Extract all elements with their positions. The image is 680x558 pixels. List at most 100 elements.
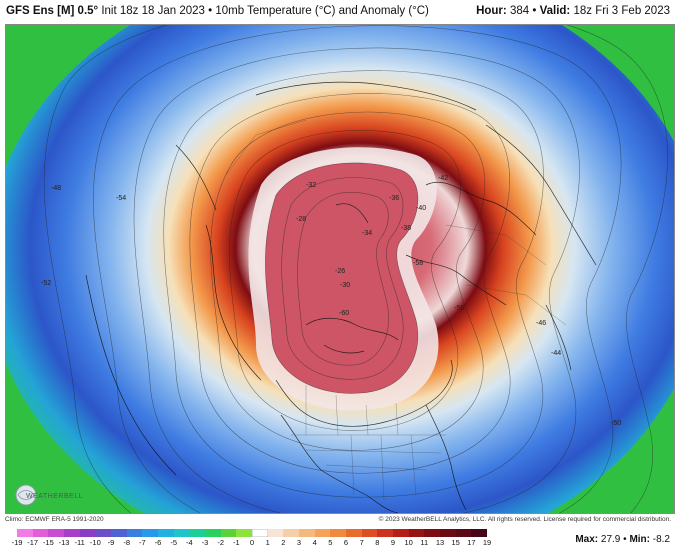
max-label: Max:: [575, 534, 599, 545]
colorbar-label: 5: [328, 538, 333, 547]
colorbar-label: 1: [265, 538, 270, 547]
valid-value: 18z Fri 3 Feb 2023: [573, 5, 670, 17]
colorbar-label: 4: [312, 538, 317, 547]
colorbar-cell: [252, 529, 269, 537]
colorbar-label: 7: [359, 538, 364, 547]
contour-label-54: -54: [116, 195, 126, 202]
colorbar-label: -17: [27, 538, 39, 547]
colorbar-cell: [440, 529, 457, 537]
title-right-separator: •: [532, 5, 537, 17]
colorbar-label: -4: [185, 538, 193, 547]
colorbar-cell: [424, 529, 441, 537]
colorbar-cell: [111, 529, 128, 537]
colorbar-cell: [142, 529, 159, 537]
contour-label-40: -40: [416, 205, 426, 212]
colorbar-cell: [126, 529, 143, 537]
borders: [225, 119, 567, 501]
contour-label-46: -46: [536, 320, 546, 327]
model-name: GFS Ens [M] 0.5°: [6, 5, 99, 17]
colorbar-label: -9: [107, 538, 115, 547]
colorbar-cell: [299, 529, 316, 537]
max-value: 27.9: [600, 534, 621, 545]
valid-label: Valid:: [539, 5, 571, 17]
colorbar-label: 3: [296, 538, 302, 547]
colorbar-label: 11: [420, 538, 429, 547]
contour-label-60: -60: [339, 310, 349, 317]
colorbar-cell: [393, 529, 410, 537]
colorbar-label: 15: [451, 538, 460, 547]
colorbar-label: -1: [232, 538, 240, 547]
hour-label: Hour:: [476, 5, 507, 17]
cold-core: [265, 162, 418, 394]
colorbar-cell: [64, 529, 81, 537]
colorbar-cell: [455, 529, 472, 537]
contour-label-58: -58: [413, 260, 423, 267]
colorbar-label: 0: [249, 538, 255, 547]
colorbar-label: 17: [467, 538, 476, 547]
contour-label-38: -38: [401, 225, 411, 232]
contour-label-44: -44: [551, 350, 561, 357]
colorbar-cell: [408, 529, 425, 537]
colorbar-cell: [361, 529, 378, 537]
colorbar-label: -19: [11, 538, 23, 547]
product-name: 10mb Temperature (°C) and Anomaly (°C): [215, 5, 429, 17]
copyright-text: © 2023 WeatherBELL Analytics, LLC. All r…: [378, 516, 671, 523]
colorbar-label: -3: [201, 538, 209, 547]
colorbar-cell: [471, 529, 488, 537]
contour-label-36: -36: [389, 195, 399, 202]
contour-label-52: -52: [41, 280, 51, 287]
footer-line: Climo: ECMWF ERA-5 1991-2020 © 2023 Weat…: [5, 515, 675, 525]
title-left: GFS Ens [M] 0.5° Init 18z 18 Jan 2023 • …: [6, 5, 429, 17]
map-svg: -26 -28 -30 -32 -34 -36 -38 -40 -42 -44 …: [6, 25, 674, 513]
header: GFS Ens [M] 0.5° Init 18z 18 Jan 2023 • …: [0, 0, 680, 24]
min-value: -8.2: [652, 534, 670, 545]
contours: [43, 25, 668, 513]
colorbar-label: -15: [42, 538, 54, 547]
contour-labels: -26 -28 -30 -32 -34 -36 -38 -40 -42 -44 …: [41, 175, 621, 427]
colorbar-label: 9: [390, 538, 396, 547]
title-right: Hour: 384 • Valid: 18z Fri 3 Feb 2023: [476, 5, 670, 17]
contour-label-34: -34: [362, 230, 372, 237]
colorbar-label: -6: [154, 538, 162, 547]
hour-value: 384: [509, 5, 530, 17]
colorbar-cell: [283, 529, 300, 537]
contour-label-42: -42: [438, 175, 448, 182]
colorbar-cell: [17, 529, 34, 537]
colorbar-label: -11: [74, 538, 85, 547]
contour-label-48: -48: [51, 185, 61, 192]
init-time: Init 18z 18 Jan 2023: [101, 5, 205, 17]
contour-label-32: -32: [306, 182, 316, 189]
colorbar-cell: [189, 529, 206, 537]
colorbar-label: 8: [375, 538, 380, 547]
contour-label-50: -50: [611, 420, 621, 427]
colorbar-cell: [48, 529, 65, 537]
colorbar-label: -10: [89, 538, 101, 547]
title-separator: •: [208, 5, 213, 17]
colorbar-cell: [220, 529, 237, 537]
colorbar-label: -8: [123, 538, 130, 547]
colorbar-cell: [236, 529, 253, 537]
contour-label-30: -30: [340, 282, 350, 289]
coastlines: [85, 81, 597, 513]
colorbar-label: -7: [138, 538, 146, 547]
contour-label-28: -28: [296, 216, 306, 223]
colorbar-cell: [158, 529, 175, 537]
colorbar-cell: [330, 529, 347, 537]
colorbar-cell: [173, 529, 190, 537]
weatherbell-logo: [15, 484, 37, 506]
contour-label-56: -56: [454, 305, 464, 312]
colorbar-cell: [95, 529, 112, 537]
colorbar-label: 13: [435, 538, 445, 547]
colorbar-cell: [314, 529, 331, 537]
maxmin-separator: •: [623, 534, 627, 545]
max-min: Max: 27.9 • Min: -8.2: [575, 534, 670, 545]
climo-text: Climo: ECMWF ERA-5 1991-2020: [5, 516, 104, 523]
colorbar-cell: [205, 529, 222, 537]
colorbar-cell: [32, 529, 49, 537]
colorbar: -19 -17 -15 -13 -11 -10 -9 -8 -7 -6 -5 -4 -3 -2 -1 0 1 2 3…: [12, 529, 491, 557]
colorbar-label: -13: [58, 538, 70, 547]
colorbar-label: 6: [343, 538, 349, 547]
polar-map: -26 -28 -30 -32 -34 -36 -38 -40 -42 -44 …: [5, 24, 675, 514]
colorbar-cell: [79, 529, 96, 537]
